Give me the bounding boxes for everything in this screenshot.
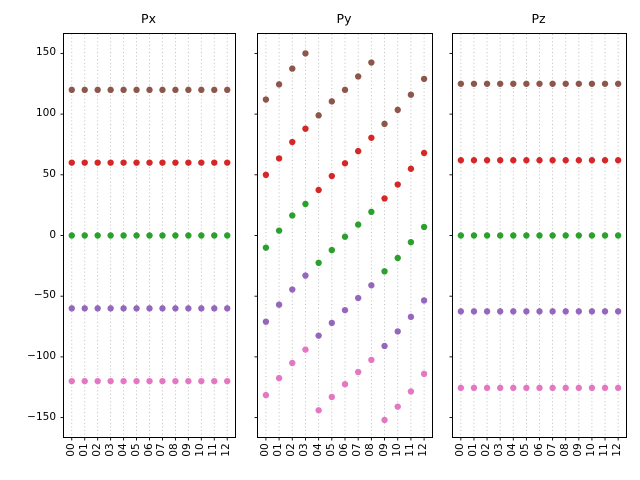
x-tick-label: 09 xyxy=(377,443,390,457)
x-tick-label: 08 xyxy=(364,443,377,457)
x-tick-label: 10 xyxy=(584,443,597,457)
x-tick-label: 11 xyxy=(403,443,416,457)
subplot-title-py: Py xyxy=(336,11,352,26)
x-tick-label: 09 xyxy=(181,443,194,457)
x-tick-label: 11 xyxy=(207,443,220,457)
subplot-px-points xyxy=(60,34,231,441)
subplot-pz-points xyxy=(449,34,622,441)
y-tick-label: 150 xyxy=(35,46,56,59)
x-tick-label: 07 xyxy=(155,443,168,457)
x-tick-label: 01 xyxy=(272,443,285,457)
x-tick-label: 12 xyxy=(220,443,233,457)
x-tick-label: 05 xyxy=(324,443,337,457)
subplot-title-px: Px xyxy=(141,11,156,26)
x-tick-label: 02 xyxy=(480,443,493,457)
x-tick-label: 02 xyxy=(90,443,103,457)
x-tick-label: 03 xyxy=(493,443,506,457)
x-tick-label: 07 xyxy=(351,443,364,457)
subplot-pz-plot-area xyxy=(449,33,627,441)
x-tick-label: 04 xyxy=(506,443,519,457)
x-tick-label: 06 xyxy=(142,443,155,457)
x-tick-label: 07 xyxy=(545,443,558,457)
y-tick-label: −150 xyxy=(27,410,56,423)
subplot-py-points xyxy=(254,34,428,441)
x-tick-label: 09 xyxy=(571,443,584,457)
x-tick-label: 10 xyxy=(194,443,207,457)
x-tick-label: 00 xyxy=(258,443,271,457)
x-tick-label: 12 xyxy=(417,443,430,457)
x-tick-label: 03 xyxy=(298,443,311,457)
x-tick-label: 01 xyxy=(77,443,90,457)
y-tick-label: 100 xyxy=(35,107,56,120)
x-tick-label: 04 xyxy=(311,443,324,457)
x-tick-label: 00 xyxy=(64,443,77,457)
y-tick-label: −100 xyxy=(27,349,56,362)
x-tick-label: 08 xyxy=(168,443,181,457)
subplot-px-plot-area xyxy=(60,33,236,441)
x-tick-label: 00 xyxy=(453,443,466,457)
x-tick-label: 06 xyxy=(532,443,545,457)
y-tick-label: −50 xyxy=(33,289,56,302)
x-tick-label: 05 xyxy=(129,443,142,457)
subplot-py-plot-area xyxy=(254,33,433,441)
x-tick-label: 04 xyxy=(116,443,129,457)
x-tick-label: 05 xyxy=(519,443,532,457)
x-tick-label: 11 xyxy=(598,443,611,457)
subplot-title-pz: Pz xyxy=(531,11,546,26)
y-tick-label: 50 xyxy=(42,167,56,180)
x-tick-label: 01 xyxy=(466,443,479,457)
x-tick-label: 06 xyxy=(338,443,350,457)
x-tick-label: 12 xyxy=(611,443,624,457)
x-tick-label: 03 xyxy=(103,443,116,457)
x-tick-label: 10 xyxy=(390,443,403,457)
x-tick-label: 08 xyxy=(558,443,571,457)
y-tick-label: 0 xyxy=(49,228,56,241)
x-tick-label: 02 xyxy=(285,443,298,457)
